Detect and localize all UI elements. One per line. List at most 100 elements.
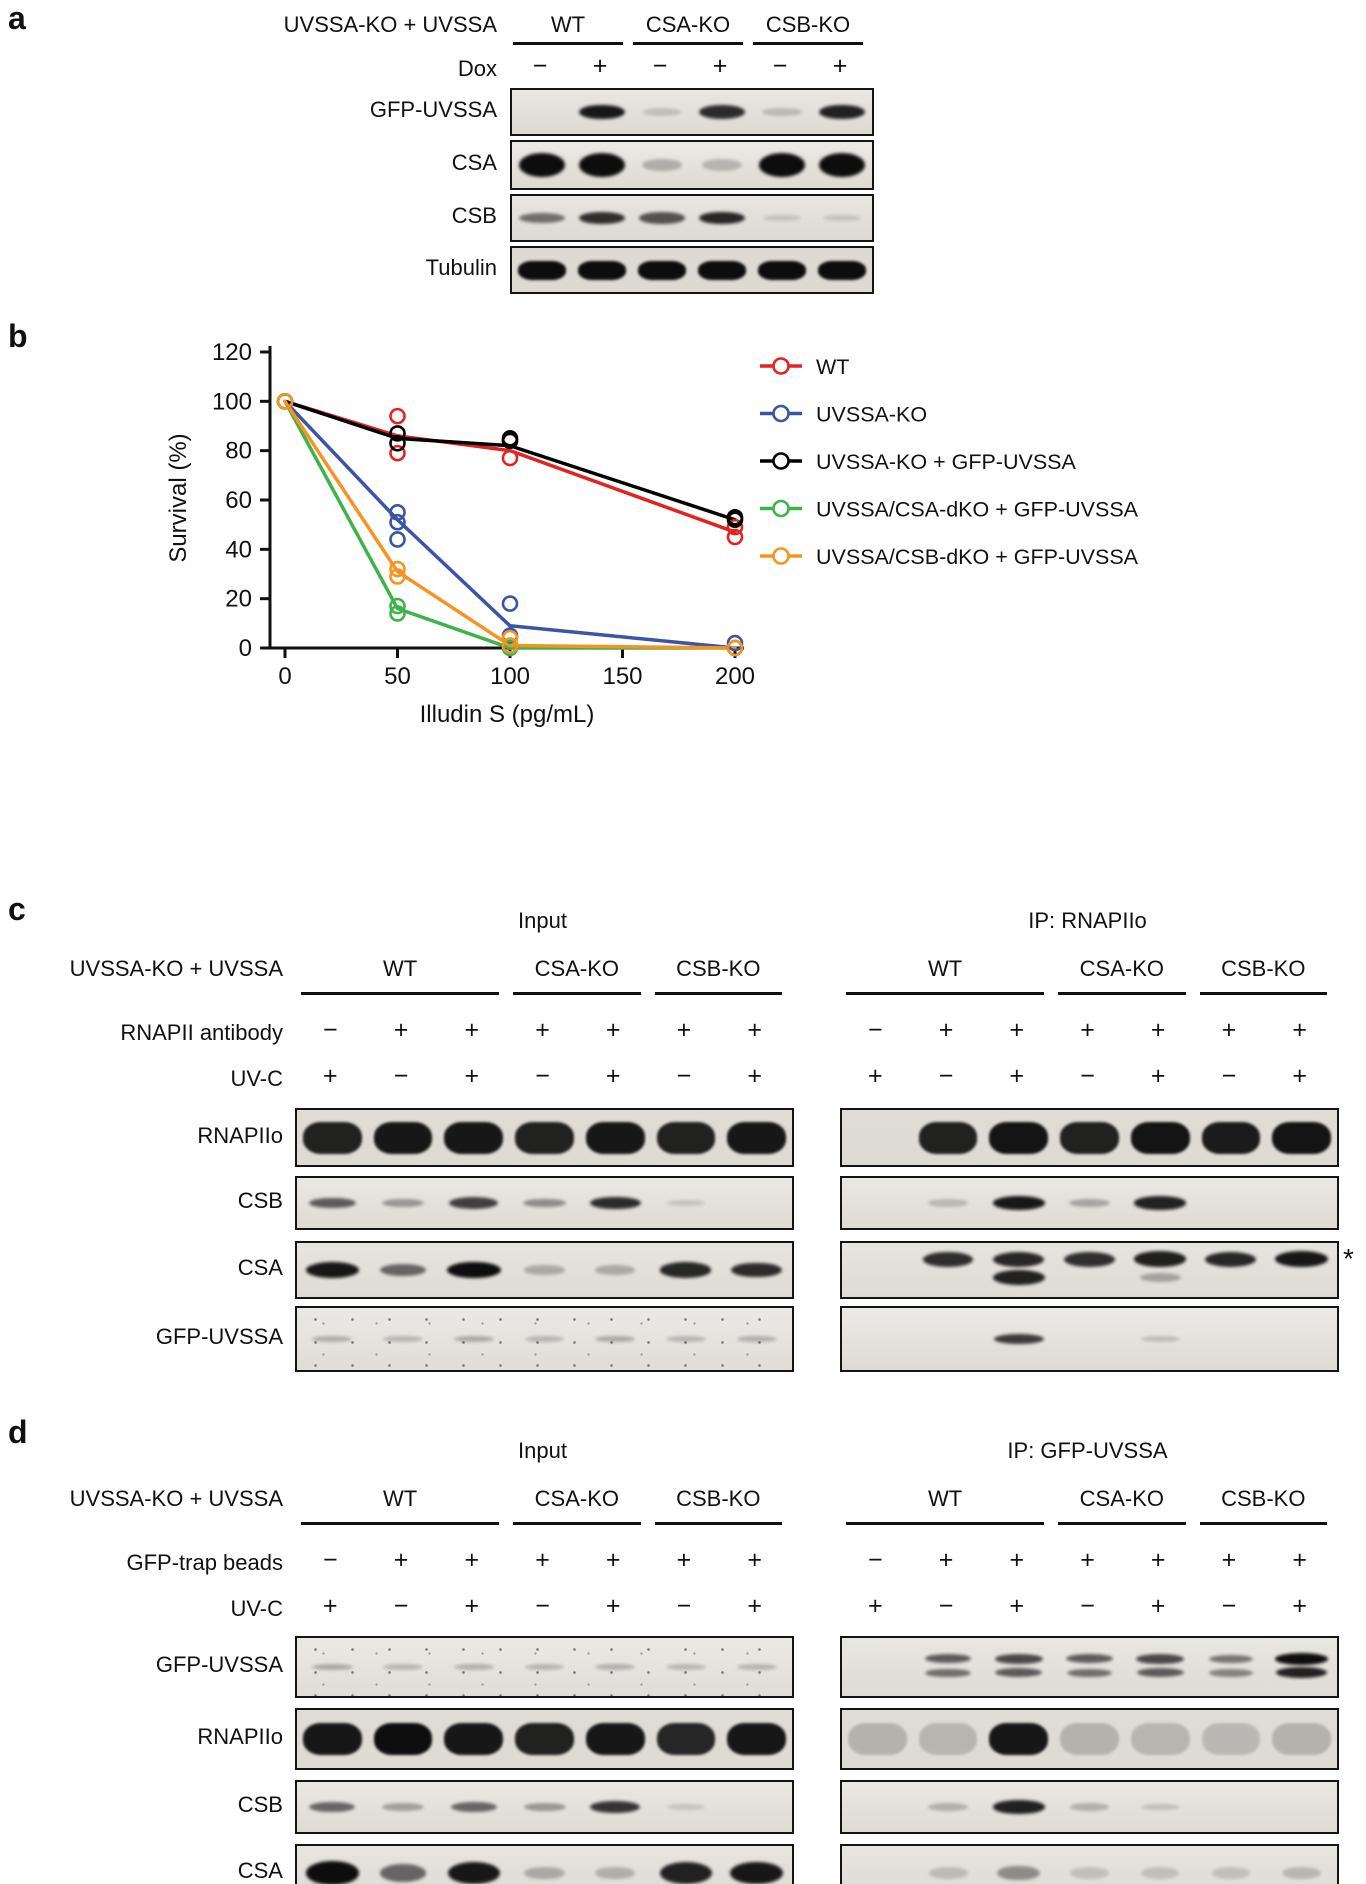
- wb-band: [380, 1263, 427, 1277]
- wb-band: [989, 1723, 1049, 1755]
- wb-band: [1209, 1668, 1253, 1677]
- lane-sign: +: [938, 1546, 954, 1574]
- series-line: [283, 399, 737, 522]
- wb-band: [590, 1800, 641, 1814]
- lane-sign: −: [535, 1062, 550, 1090]
- data-point: [726, 528, 744, 546]
- group-underline: [1058, 1522, 1186, 1525]
- dox-sign: −: [652, 52, 668, 80]
- legend-label: WT: [816, 355, 849, 379]
- group-underline: [301, 992, 500, 995]
- wb-band: [656, 1121, 716, 1154]
- wb-band: [373, 1121, 433, 1154]
- lane-sign: +: [1292, 1546, 1307, 1574]
- x-tick-label: 50: [384, 663, 411, 690]
- lane-sign: +: [1080, 1546, 1095, 1574]
- legend-marker: [772, 547, 790, 565]
- panel_c-group-label-input: CSB-KO: [676, 956, 761, 981]
- lane-sign: +: [747, 1016, 762, 1044]
- data-point: [389, 513, 406, 531]
- wb-band: [447, 1861, 500, 1884]
- wb-band: [993, 1251, 1045, 1267]
- panel_c-group-label-ip: CSA-KO: [1079, 956, 1165, 981]
- wb-band: [924, 1654, 972, 1664]
- wb-band: [762, 108, 802, 116]
- wb-band: [641, 158, 683, 172]
- wb-band: [992, 1269, 1045, 1286]
- blot-panel_c-ip-RNAPIIo: [840, 1108, 1339, 1167]
- lane-sign: −: [868, 1546, 883, 1574]
- wb-band: [1275, 1653, 1329, 1665]
- wb-band: [727, 1723, 786, 1755]
- wb-band: [595, 1866, 636, 1880]
- wb-band: [727, 1121, 786, 1154]
- panel_d-letter: d: [8, 1414, 28, 1450]
- nonspecific-band-asterisk: *: [1343, 1243, 1354, 1275]
- panel_d-group-label-ip: WT: [927, 1486, 963, 1511]
- wb-band: [1060, 1723, 1119, 1755]
- survival-chart: 0 20 40 60 80 100 120 0 50 100 150 200 Illudin S (pg…: [165, 339, 1139, 728]
- wb-band: [449, 1196, 499, 1210]
- wb-band: [382, 1802, 424, 1812]
- blot-panel_c-ip-CSA: [840, 1241, 1339, 1299]
- wb-band: [579, 211, 625, 225]
- blot-row-label: Tubulin: [425, 255, 497, 280]
- panel_c-ip-header: IP: RNAPIIo: [1028, 908, 1147, 933]
- wb-band: [819, 104, 865, 120]
- wb-band: [989, 1121, 1049, 1154]
- data-point: [726, 639, 744, 657]
- legend-label: UVSSA/CSB-dKO + GFP-UVSSA: [816, 545, 1139, 569]
- wb-band: [822, 214, 862, 222]
- lane-sign: −: [1221, 1062, 1237, 1090]
- lane-sign: −: [676, 1062, 692, 1090]
- data-point: [501, 629, 519, 647]
- panel_c-condition-label: UVSSA-KO + UVSSA: [69, 956, 283, 981]
- wb-band: [373, 1723, 433, 1755]
- wb-band: [702, 158, 742, 172]
- wb-band: [762, 214, 802, 222]
- wb-band: [1275, 1667, 1328, 1679]
- group-underline: [1199, 1522, 1327, 1525]
- wb-band: [523, 1802, 566, 1812]
- wb-band: [666, 1663, 706, 1671]
- lane-sign: +: [1150, 1592, 1166, 1620]
- wb-band: [1140, 1803, 1180, 1811]
- wb-band: [312, 1663, 353, 1671]
- wb-band: [1066, 1654, 1113, 1664]
- blot-panel_d-input-RNAPIIo: [295, 1708, 794, 1770]
- lane-sign: +: [676, 1546, 692, 1574]
- wb-band: [579, 153, 625, 177]
- lane-sign: +: [323, 1062, 338, 1090]
- blot-row-label: RNAPIIo: [197, 1724, 283, 1749]
- wb-band: [997, 1865, 1041, 1881]
- blot-row-label: CSB: [451, 203, 497, 228]
- blot-a-CSB: [510, 194, 874, 242]
- data-point: [501, 430, 519, 447]
- panel_c-group-label-input: CSA-KO: [534, 956, 620, 981]
- wb-band: [1136, 1668, 1184, 1678]
- wb-band: [1139, 1272, 1181, 1283]
- lane-sign: +: [747, 1062, 762, 1090]
- panel_d-group-label-ip: CSB-KO: [1221, 1486, 1306, 1511]
- panel-a-condition-header: UVSSA-KO + UVSSA: [283, 12, 497, 37]
- group-underline: [846, 992, 1045, 995]
- lane-sign: +: [868, 1062, 883, 1090]
- wb-band: [444, 1723, 504, 1755]
- wb-band: [656, 1723, 716, 1755]
- data-point: [389, 560, 406, 578]
- wb-band: [453, 1663, 494, 1671]
- lane-sign: +: [535, 1546, 550, 1574]
- blot-panel_c-ip-CSB: [840, 1176, 1339, 1230]
- wb-band: [383, 1663, 423, 1671]
- blot-panel_d-ip-RNAPIIo: [840, 1708, 1339, 1770]
- y-tick-label: 100: [212, 388, 252, 415]
- panel_d-condition-label: UVSSA-KO + UVSSA: [69, 1486, 283, 1511]
- lane-sign: −: [323, 1546, 338, 1574]
- wb-band: [1060, 1121, 1119, 1154]
- dox-sign: +: [832, 52, 848, 80]
- blot-row-label: CSA: [237, 1858, 283, 1883]
- wb-band: [730, 1861, 783, 1884]
- blot-panel_c-ip-GFP-UVSSA: [840, 1306, 1339, 1372]
- panel_c-sign-row-label: RNAPII antibody: [120, 1020, 283, 1045]
- group-underline: [633, 42, 743, 45]
